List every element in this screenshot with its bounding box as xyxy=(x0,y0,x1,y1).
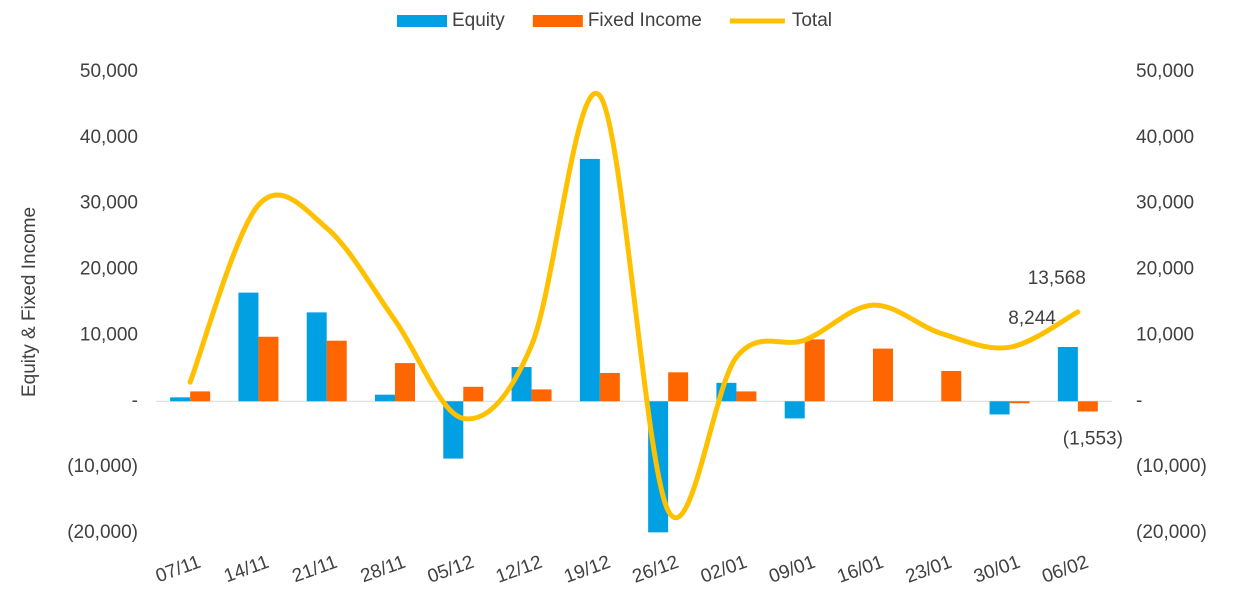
x-tick-label: 30/01 xyxy=(971,552,1023,588)
bar xyxy=(599,372,620,402)
y2-tick-label: 30,000 xyxy=(1136,193,1194,214)
y2-tick-label: 40,000 xyxy=(1136,127,1194,148)
y-tick-label: (20,000) xyxy=(67,522,138,543)
y2-tick-label: 10,000 xyxy=(1136,324,1194,345)
x-tick-label: 06/02 xyxy=(1039,552,1091,588)
x-tick-label: 21/11 xyxy=(290,552,341,588)
bar xyxy=(531,389,552,402)
y2-tick-label: 20,000 xyxy=(1136,259,1194,280)
data-label: (1,553) xyxy=(1063,429,1123,450)
bar xyxy=(784,401,805,419)
x-tick-label: 28/11 xyxy=(358,552,409,588)
x-tick-label: 02/01 xyxy=(698,552,750,588)
bar xyxy=(873,348,893,402)
y2-tick-label: - xyxy=(1136,390,1142,411)
bar xyxy=(579,158,600,402)
bar xyxy=(326,340,347,402)
x-tick-label: 23/01 xyxy=(903,552,955,588)
bar xyxy=(395,363,415,402)
bar xyxy=(170,397,191,402)
y-tick-label: 10,000 xyxy=(80,324,138,345)
y-tick-label: (10,000) xyxy=(67,456,138,477)
bar xyxy=(1057,346,1078,402)
x-tick-label: 14/11 xyxy=(221,552,272,588)
legend-swatch xyxy=(532,15,583,27)
y-tick-label: 40,000 xyxy=(80,127,138,148)
bar xyxy=(375,394,395,402)
x-tick-label: 16/01 xyxy=(835,552,887,588)
x-tick-label: 26/12 xyxy=(630,552,682,588)
bar xyxy=(238,292,259,402)
data-label: 13,568 xyxy=(1028,268,1086,289)
bar xyxy=(190,391,211,402)
x-tick-label: 07/11 xyxy=(153,552,204,588)
y-tick-label: 20,000 xyxy=(80,259,138,280)
bar xyxy=(463,386,484,402)
legend-label: Total xyxy=(792,10,832,31)
y-tick-label: 50,000 xyxy=(80,61,138,82)
bar xyxy=(1009,401,1030,404)
y2-tick-label: (10,000) xyxy=(1136,456,1207,477)
line xyxy=(187,90,1081,521)
x-tick-label: 09/01 xyxy=(766,552,818,588)
data-label: 8,244 xyxy=(1008,308,1056,329)
bar xyxy=(989,401,1010,415)
x-tick-label: 19/12 xyxy=(561,552,613,588)
bar xyxy=(941,370,962,402)
bar xyxy=(804,339,825,402)
bar xyxy=(306,312,327,402)
x-tick-label: 12/12 xyxy=(493,552,545,588)
legend-label: Fixed Income xyxy=(588,10,702,31)
bar xyxy=(736,391,757,402)
y-tick-label: - xyxy=(132,390,138,411)
bar xyxy=(668,372,689,402)
y-tick-label: 30,000 xyxy=(80,193,138,214)
bar xyxy=(258,336,279,402)
y2-tick-label: (20,000) xyxy=(1136,522,1207,543)
legend-label: Equity xyxy=(452,10,505,31)
y2-tick-label: 50,000 xyxy=(1136,61,1194,82)
x-tick-label: 05/12 xyxy=(425,552,477,588)
bar xyxy=(1077,401,1098,412)
legend-swatch xyxy=(397,15,447,27)
y-axis-label: Equity & Fixed Income xyxy=(19,207,40,397)
